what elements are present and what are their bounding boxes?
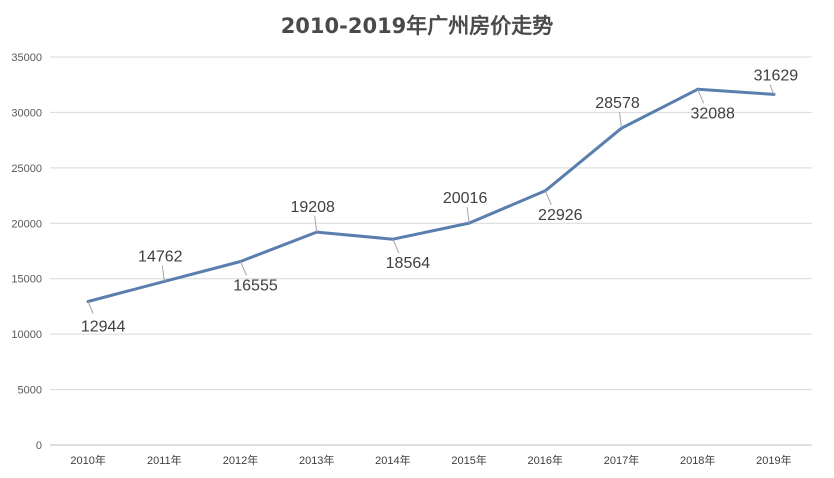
data-label: 19208 [290,199,335,216]
y-tick-label: 20000 [11,218,42,230]
data-label: 12944 [81,319,126,336]
data-point [467,221,471,225]
x-tick-label: 2016年 [528,453,563,467]
y-tick-label: 5000 [18,385,42,397]
data-label-leader [161,265,165,282]
data-label: 28578 [595,95,640,112]
data-label-leader [544,190,552,205]
data-label: 20016 [443,190,488,207]
data-label: 16555 [233,277,278,294]
data-label-leader [619,112,622,129]
series-line [86,87,776,303]
data-label-leader [392,239,400,254]
x-tick-label: 2012年 [223,453,258,467]
data-label: 14762 [138,248,183,265]
data-label-leader [314,216,318,233]
x-tick-label: 2011年 [147,453,182,467]
data-label: 31629 [754,67,799,84]
y-tick-label: 25000 [11,163,42,175]
data-labels: 12944 14762 16555 19208 18564 20016 22926 28578… [81,67,798,335]
data-label-leader [697,89,705,104]
y-tick-label: 10000 [11,329,42,341]
data-label: 18564 [386,255,431,272]
x-tick-label: 2014年 [375,453,410,467]
x-tick-label: 2010年 [70,453,105,467]
data-label-leader [87,301,94,314]
data-label-leader [240,261,247,276]
y-tick-label: 30000 [11,107,42,119]
data-label-leader [466,207,470,224]
y-axis-ticks: 0 5000 10000 15000 20000 25000 30000 35000 [11,52,42,452]
x-tick-label: 2019年 [756,453,791,467]
y-tick-label: 0 [36,440,42,452]
data-label-leader [769,84,775,95]
data-label: 32088 [690,105,735,122]
y-tick-label: 15000 [11,274,42,286]
y-tick-label: 35000 [11,52,42,64]
x-tick-label: 2017年 [604,453,639,467]
x-tick-label: 2015年 [451,453,486,467]
data-label: 22926 [538,207,583,224]
series-layer [86,87,776,304]
x-tick-label: 2013年 [299,453,334,467]
x-axis-ticks: 2010年 2011年 2012年 2013年 2014年 2015年 2016年 2017年… [70,453,791,467]
chart-title: 2010-2019年广州房价走势 [281,14,554,38]
x-tick-label: 2018年 [680,453,715,467]
